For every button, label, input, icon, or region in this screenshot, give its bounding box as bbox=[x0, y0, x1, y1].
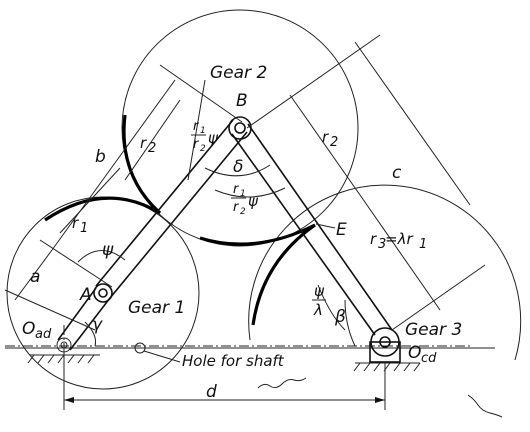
label-o-ad: O bbox=[22, 319, 35, 339]
dim-a-line bbox=[14, 249, 53, 301]
link-c bbox=[231, 123, 393, 336]
dim-r3-line bbox=[359, 194, 441, 311]
link-b bbox=[95, 119, 248, 299]
angle-psi-arc bbox=[77, 250, 126, 263]
frac-mid-num: r bbox=[233, 182, 240, 197]
label-gear2: Gear 2 bbox=[210, 63, 267, 83]
ground-hatch-right bbox=[353, 362, 421, 372]
gear2-lower-arc bbox=[199, 223, 316, 246]
dim-frac-top bbox=[187, 79, 206, 181]
label-r2-left: r bbox=[140, 134, 147, 152]
label-r3-rhs-sub: 1 bbox=[419, 237, 427, 252]
label-psi: ψ bbox=[102, 240, 114, 260]
label-b: b bbox=[95, 147, 106, 167]
label-r2-right-sub: 2 bbox=[330, 135, 338, 150]
label-o-cd-sub: cd bbox=[421, 351, 437, 366]
label-o-cd: O bbox=[408, 343, 421, 363]
joint-a-outer bbox=[93, 283, 113, 303]
label-gear3: Gear 3 bbox=[405, 320, 462, 340]
frac-mid-num-sub: 1 bbox=[240, 189, 246, 199]
frac-top-num: r bbox=[193, 119, 200, 134]
joint-b-outer bbox=[228, 116, 252, 140]
label-point-e: E bbox=[336, 220, 347, 240]
label-delta: δ bbox=[233, 157, 243, 177]
hole-for-shaft-mark bbox=[134, 342, 146, 354]
frac-mid-den: r bbox=[233, 200, 240, 215]
gear1-upper-arc bbox=[44, 196, 161, 222]
hole-leader bbox=[143, 350, 181, 363]
angle-psi-lambda-arc bbox=[317, 284, 346, 331]
frac-low-den: λ bbox=[313, 301, 323, 319]
dim-ext-3 bbox=[159, 64, 243, 123]
label-point-b: B bbox=[236, 91, 248, 111]
frac-top-den-sub: 2 bbox=[200, 144, 206, 154]
label-beta: β bbox=[334, 307, 346, 327]
label-r3: r bbox=[370, 230, 377, 248]
angle-beta-arc bbox=[344, 299, 356, 347]
label-r3-rhs: =λr bbox=[385, 230, 413, 248]
dim-ext-c1 bbox=[246, 34, 381, 129]
dim-r1-line bbox=[59, 167, 121, 234]
frac-low-num: ψ bbox=[314, 282, 325, 300]
label-gear1: Gear 1 bbox=[128, 298, 185, 318]
frac-top-num-sub: 1 bbox=[200, 126, 206, 136]
dim-r2-right bbox=[289, 94, 361, 196]
ground-hatch-left bbox=[27, 354, 100, 364]
dim-d-arrow-right bbox=[375, 397, 385, 403]
gear2-pitch-circle bbox=[121, 9, 359, 247]
label-r2-right: r bbox=[322, 128, 329, 146]
frac-mid-den-sub: 2 bbox=[240, 207, 246, 217]
dim-c-line bbox=[354, 41, 471, 206]
joint-b-inner bbox=[234, 122, 246, 134]
angle-mid-arc bbox=[214, 187, 286, 198]
label-r1: r bbox=[72, 214, 79, 232]
dim-d-arrow-left bbox=[64, 397, 74, 403]
gear2-left-arc bbox=[122, 114, 162, 215]
label-point-a: A bbox=[79, 285, 92, 305]
label-gamma: γ bbox=[92, 315, 103, 335]
label-c: c bbox=[392, 163, 402, 183]
frac-top-psi: ψ bbox=[208, 129, 219, 147]
label-r3-sub: 3 bbox=[378, 237, 386, 252]
angle-gamma-arc bbox=[84, 321, 96, 347]
gear3-pitch-circle bbox=[248, 184, 522, 361]
label-o-ad-sub: ad bbox=[35, 327, 52, 342]
label-hole-for-shaft: Hole for shaft bbox=[182, 352, 285, 370]
point-e-leader bbox=[315, 223, 336, 229]
angle-delta-arc bbox=[204, 164, 271, 177]
break-squiggle-1 bbox=[257, 377, 307, 389]
gear3-left-arc bbox=[251, 223, 316, 326]
dim-r2-left bbox=[124, 99, 181, 181]
joint-a-inner bbox=[98, 288, 108, 298]
label-r2-left-sub: 2 bbox=[148, 141, 156, 156]
frac-top-den: r bbox=[193, 137, 200, 152]
label-d: d bbox=[206, 382, 217, 402]
label-r1-sub: 1 bbox=[80, 221, 88, 236]
frac-mid-psi: ψ bbox=[248, 192, 259, 210]
dim-ext-c2 bbox=[391, 264, 486, 331]
dim-ext-1 bbox=[4, 289, 96, 331]
label-a: a bbox=[30, 267, 40, 287]
break-squiggle-2 bbox=[467, 394, 503, 418]
dim-ext-2 bbox=[39, 239, 113, 288]
dim-b-line bbox=[51, 79, 176, 251]
